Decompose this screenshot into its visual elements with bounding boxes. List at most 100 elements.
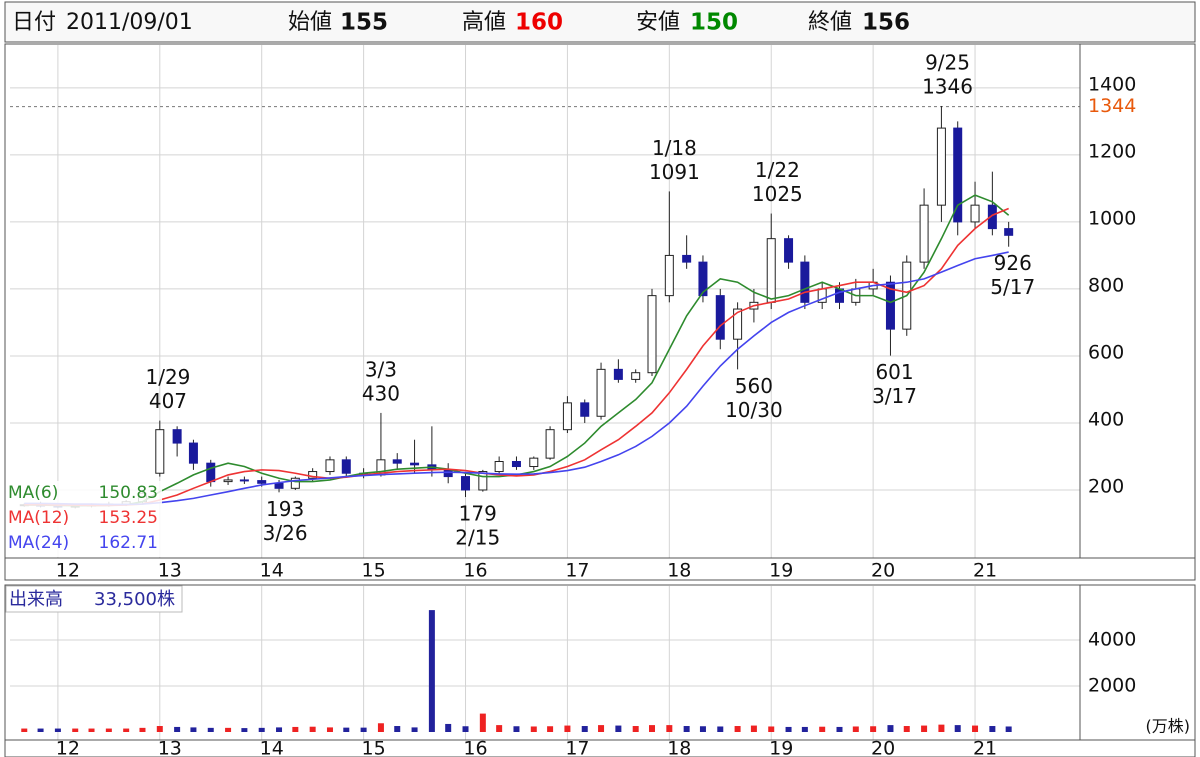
volume-bar <box>326 727 333 732</box>
candle-body <box>562 402 572 431</box>
candle-body <box>664 254 674 297</box>
y-tick-label: 200 <box>1088 475 1124 497</box>
candle-body <box>800 261 810 303</box>
candle-body <box>919 204 929 263</box>
candle-body <box>223 479 233 483</box>
y-tick-label: 1200 <box>1088 140 1136 162</box>
high: 160 <box>515 10 563 36</box>
volume-bar <box>428 610 435 732</box>
volume-bar <box>21 728 28 732</box>
volume-bar <box>615 725 622 732</box>
annotation-value: 1091 <box>649 160 700 184</box>
y-tick-label: 2000 <box>1088 675 1136 697</box>
volume-bar <box>37 728 44 732</box>
candle-body <box>784 238 794 263</box>
annotation-date: 5/17 <box>990 275 1035 299</box>
x-tick-label: 17 <box>565 560 589 582</box>
annotation-date: 10/30 <box>725 398 783 422</box>
x-tick-label: 20 <box>871 560 895 582</box>
volume-bar <box>1005 726 1012 732</box>
candle-body <box>766 238 776 303</box>
close: 156 <box>862 10 910 36</box>
volume-bar <box>530 726 537 732</box>
x-tick-label: 18 <box>667 738 691 757</box>
candle-body <box>953 127 963 223</box>
volume-bar <box>903 726 910 732</box>
volume-bar <box>734 726 741 732</box>
volume-frame <box>4 584 1196 757</box>
candle-body <box>172 429 182 444</box>
volume-bar <box>938 724 945 732</box>
x-tick-label: 19 <box>769 560 793 582</box>
candle-body <box>341 459 351 474</box>
candle-body <box>613 368 623 380</box>
candle-body <box>290 477 300 489</box>
low: 150 <box>690 10 738 36</box>
legend-label: MA(24) <box>8 533 69 553</box>
volume-bar <box>717 726 724 732</box>
volume-bar <box>852 726 859 732</box>
candle-body <box>494 461 504 473</box>
candle-body <box>410 462 420 466</box>
annotation-value: 430 <box>362 381 400 405</box>
volume-bar <box>632 726 639 732</box>
volume-bar <box>819 726 826 732</box>
volume-bar <box>343 727 350 732</box>
volume-bar <box>360 727 367 732</box>
volume-bar <box>174 726 181 732</box>
annotation-value: 926 <box>994 251 1032 275</box>
volume-bar <box>887 725 894 732</box>
candle-body <box>257 480 267 484</box>
legend-value: 153.25 <box>99 508 158 528</box>
candle-body <box>733 308 743 340</box>
candle-body <box>545 429 555 459</box>
annotation-value: 1025 <box>752 182 803 206</box>
volume-bar <box>462 726 469 732</box>
volume-bar <box>139 727 146 732</box>
volume-bar <box>989 726 996 732</box>
y-tick-label: 4000 <box>1088 629 1136 651</box>
reference-label: 1344 <box>1088 95 1136 117</box>
high-label: 高値 <box>462 10 506 35</box>
candle-body <box>987 204 997 230</box>
legend-value: 150.83 <box>99 483 158 503</box>
x-tick-label: 13 <box>158 738 182 757</box>
close-label: 終値 <box>808 10 852 35</box>
volume-bar <box>699 726 706 732</box>
volume-bar <box>801 726 808 732</box>
volume-bar <box>598 725 605 732</box>
annotation-value: 601 <box>875 360 913 384</box>
volume-bar <box>870 726 877 732</box>
annotation-date: 3/3 <box>365 357 397 381</box>
volume-bar <box>581 726 588 732</box>
plot-layer: 12 12 13 13 14 14 15 15 16 16 17 17 18 18 19 19 20 20 21 21… <box>5 45 1190 757</box>
volume-bar <box>785 726 792 732</box>
candle-body <box>274 482 284 489</box>
volume-bar <box>768 726 775 732</box>
volume-bar <box>105 728 112 732</box>
volume-bar <box>225 727 232 732</box>
x-tick-label: 20 <box>871 738 895 757</box>
annotation-date: 1/29 <box>145 365 190 389</box>
x-tick-label: 17 <box>565 738 589 757</box>
volume-bar <box>921 725 928 732</box>
volume-bar <box>445 723 452 732</box>
volume-bar <box>207 727 214 732</box>
legend-box <box>5 481 162 557</box>
x-tick-label: 15 <box>362 560 386 582</box>
volume-bar <box>479 713 486 732</box>
volume-bar <box>276 727 283 732</box>
volume-bar <box>750 725 757 732</box>
volume-bar <box>190 727 197 732</box>
candle-body <box>596 368 606 417</box>
x-tick-label: 12 <box>56 738 80 757</box>
volume-subtitle: 33,500株 <box>94 589 175 610</box>
annotation-date: 3/26 <box>263 521 308 545</box>
open: 155 <box>340 10 388 36</box>
candle-body <box>885 281 895 330</box>
candle-body <box>308 471 318 479</box>
candle-body <box>239 479 249 482</box>
volume-bar <box>666 725 673 732</box>
x-tick-label: 14 <box>260 738 284 757</box>
volume-bar <box>377 723 384 732</box>
